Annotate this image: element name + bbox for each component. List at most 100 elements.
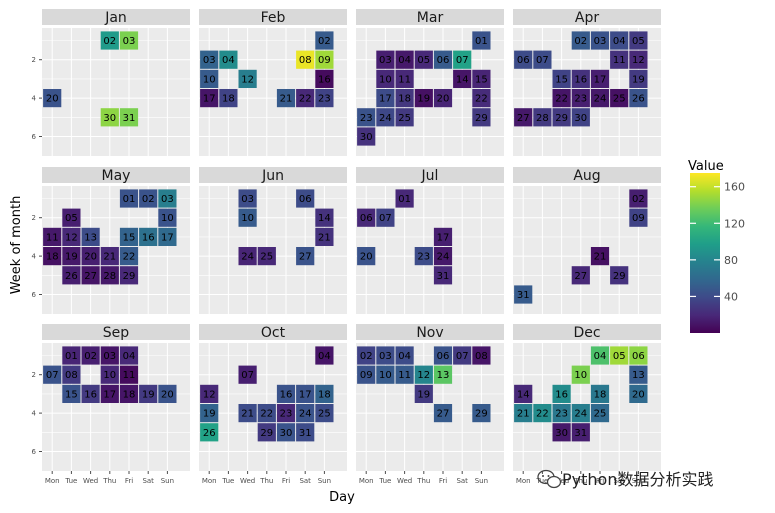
facet-strip-label: Sep xyxy=(103,325,130,341)
cell-label: 03 xyxy=(379,351,392,362)
heatmap-cell xyxy=(533,404,552,423)
heatmap-cell xyxy=(238,189,257,208)
month-panel-oct: Oct 04 07 12 16 17 18 19 21 22 23 24 25 26 29 30 31 xyxy=(199,324,347,471)
heatmap-cell xyxy=(276,404,296,423)
cell-label: 22 xyxy=(536,409,549,420)
cell-label: 19 xyxy=(417,389,430,400)
heatmap-cell xyxy=(433,227,453,246)
cell-label: 11 xyxy=(46,232,59,243)
legend-title: Value xyxy=(688,159,724,174)
cell-label: 03 xyxy=(123,36,136,47)
heatmap-cell xyxy=(590,89,610,108)
heatmap-cell xyxy=(472,346,491,365)
cell-label: 15 xyxy=(65,389,78,400)
heatmap-cell xyxy=(200,423,219,442)
facet-strip xyxy=(199,167,347,183)
y-tick-label: 4 xyxy=(32,253,37,261)
heatmap-cell xyxy=(571,31,590,50)
cell-label: 12 xyxy=(417,370,430,381)
cell-label: 07 xyxy=(46,370,59,381)
cell-label: 22 xyxy=(475,94,488,105)
cell-label: 02 xyxy=(103,36,116,47)
cell-label: 29 xyxy=(260,428,273,439)
cell-label: 31 xyxy=(437,271,450,282)
facet-strip xyxy=(513,9,661,25)
heatmap-cell xyxy=(43,227,62,246)
cell-label: 18 xyxy=(594,389,607,400)
y-tick-label: 6 xyxy=(32,448,37,456)
heatmap-cell xyxy=(590,69,610,88)
cell-label: 03 xyxy=(203,55,216,66)
heatmap-cell xyxy=(376,89,395,108)
facet-strip-label: Feb xyxy=(261,10,286,26)
heatmap-cell xyxy=(62,208,81,227)
heatmap-cell xyxy=(315,208,334,227)
facet-strip xyxy=(42,167,190,183)
heatmap-cell xyxy=(43,247,62,266)
facet-strip-label: Aug xyxy=(573,168,600,184)
cell-label: 17 xyxy=(379,94,392,105)
heatmap-cell xyxy=(552,108,571,127)
heatmap-cell xyxy=(81,384,100,403)
cell-label: 17 xyxy=(299,389,312,400)
heatmap-cell xyxy=(219,50,238,69)
cell-label: 24 xyxy=(594,94,607,105)
heatmap-cell xyxy=(552,404,571,423)
heatmap-cell xyxy=(257,404,276,423)
month-panel-jan: Jan 02 03 20 30 31 xyxy=(42,9,190,156)
heatmap-cell xyxy=(257,247,276,266)
cell-label: 26 xyxy=(203,428,216,439)
facet-strip xyxy=(356,9,504,25)
cell-label: 31 xyxy=(299,428,312,439)
cell-label: 13 xyxy=(437,370,450,381)
cell-label: 17 xyxy=(203,94,216,105)
heatmap-cell xyxy=(514,285,533,304)
facet-strip xyxy=(513,167,661,183)
month-panel-apr: Apr 02 03 04 05 06 07 11 12 15 16 17 19 22 23 24 25 26 27 2… xyxy=(513,9,661,156)
heatmap-cell xyxy=(158,208,177,227)
heatmap-cell xyxy=(414,89,433,108)
facet-strip xyxy=(199,9,347,25)
heatmap-cell xyxy=(100,365,119,384)
cell-label: 01 xyxy=(398,194,411,205)
cell-label: 03 xyxy=(379,55,392,66)
heatmap-cell xyxy=(453,69,472,88)
cell-label: 23 xyxy=(574,94,587,105)
facet-strip xyxy=(42,324,190,340)
cell-label: 02 xyxy=(632,194,645,205)
heatmap-cell xyxy=(276,89,296,108)
heatmap-cell xyxy=(610,50,629,69)
cell-label: 18 xyxy=(46,252,59,263)
x-tick-label: Mon xyxy=(202,477,217,485)
heatmap-cell xyxy=(414,50,433,69)
cell-label: 10 xyxy=(379,74,392,85)
facet-panels: Jan 02 03 20 30 31 Feb 02 03 04 08 09 10 12 16 17 18 21 22… xyxy=(42,9,661,471)
x-tick-label: Wed xyxy=(83,477,98,485)
cell-label: 04 xyxy=(318,351,331,362)
heatmap-cell xyxy=(453,346,472,365)
y-tick-label: 2 xyxy=(32,56,36,64)
x-tick-label: Wed xyxy=(554,477,569,485)
heatmap-cell xyxy=(571,69,590,88)
heatmap-cell xyxy=(414,384,433,403)
heatmap-cell xyxy=(119,266,139,285)
cell-label: 04 xyxy=(222,55,235,66)
heatmap-cell xyxy=(376,365,395,384)
cell-label: 11 xyxy=(398,74,411,85)
cell-label: 05 xyxy=(417,55,430,66)
facet-strip-label: May xyxy=(102,168,131,184)
cell-label: 27 xyxy=(84,271,97,282)
heatmap-cell xyxy=(571,423,590,442)
cell-label: 02 xyxy=(142,194,155,205)
x-tick-label: Fri xyxy=(282,477,290,485)
heatmap-cell xyxy=(610,31,629,50)
heatmap-cell xyxy=(395,189,414,208)
heatmap-cell xyxy=(514,50,533,69)
cell-label: 26 xyxy=(632,94,645,105)
y-tick-label: 6 xyxy=(32,291,37,299)
facet-strip xyxy=(356,167,504,183)
cell-label: 29 xyxy=(475,409,488,420)
heatmap-cell xyxy=(119,365,139,384)
heatmap-cell xyxy=(376,69,395,88)
